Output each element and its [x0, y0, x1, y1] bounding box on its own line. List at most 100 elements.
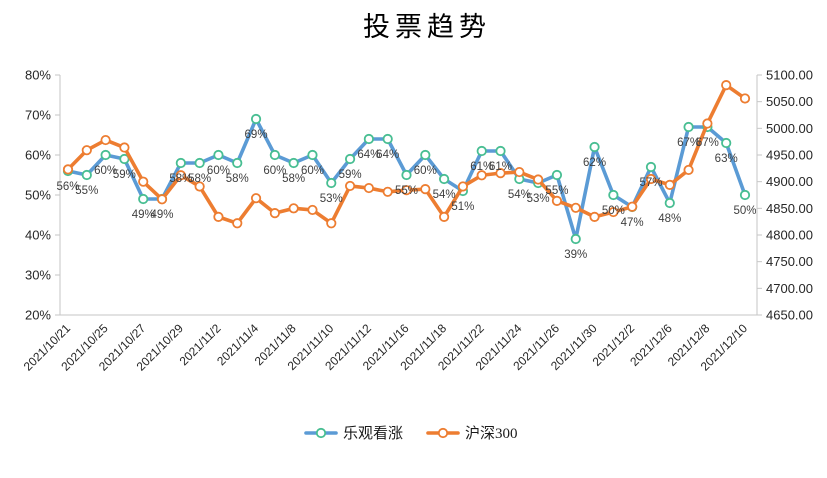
data-point-marker [608, 206, 619, 218]
right-axis-tick-label: 4750.00 [766, 254, 813, 269]
data-point-label: 55% [545, 185, 568, 197]
data-point-marker [382, 133, 393, 145]
data-point-marker [363, 182, 374, 194]
data-point-marker [401, 169, 412, 181]
data-point-marker [420, 149, 431, 161]
data-point-label: 67% [677, 137, 700, 149]
data-point-label: 64% [357, 149, 380, 161]
data-point-marker [533, 174, 544, 185]
data-point-marker [138, 176, 149, 187]
data-point-marker [721, 80, 732, 91]
right-axis-tick-label: 4950.00 [766, 148, 813, 163]
data-point-label: 60% [94, 165, 117, 177]
legend-label: 沪深300 [465, 425, 518, 442]
data-point-label: 58% [226, 173, 249, 185]
data-point-marker [589, 211, 600, 222]
data-point-label: 50% [602, 205, 625, 217]
data-point-marker [232, 157, 243, 169]
data-point-marker [269, 208, 280, 219]
data-point-marker [81, 145, 92, 156]
data-point-marker [213, 149, 224, 161]
legend-item[interactable]: 沪深300 [426, 425, 518, 442]
series-group [62, 80, 751, 245]
data-point-marker [570, 233, 581, 245]
data-point-marker [119, 142, 130, 153]
data-point-marker [250, 193, 262, 204]
data-point-marker [307, 149, 318, 161]
data-point-label: 47% [621, 217, 644, 229]
data-point-marker [307, 204, 318, 216]
data-point-marker [645, 161, 657, 173]
data-point-marker [439, 173, 450, 185]
data-point-marker [194, 181, 205, 192]
data-point-marker [344, 180, 356, 192]
data-point-label: 54% [508, 189, 531, 201]
right-axis-tick-label: 5050.00 [766, 94, 813, 109]
data-point-marker [288, 157, 299, 169]
right-axis-tick-label: 4800.00 [766, 228, 813, 243]
data-point-marker [551, 195, 563, 206]
data-point-marker [683, 121, 694, 133]
data-point-marker [739, 189, 751, 201]
data-point-marker [382, 186, 393, 197]
data-point-marker [363, 133, 374, 145]
data-point-label: 58% [188, 173, 211, 185]
data-point-label: 64% [376, 149, 399, 161]
data-point-marker [589, 141, 600, 153]
data-point-label: 49% [151, 209, 174, 221]
data-point-label: 60% [414, 165, 437, 177]
data-point-label: 53% [527, 193, 550, 205]
data-labels-group: 56%55%60%59%49%49%58%58%60%58%69%60%58%6… [56, 129, 756, 261]
data-point-label: 62% [583, 157, 606, 169]
data-point-marker [664, 197, 675, 209]
data-point-marker [739, 93, 751, 104]
right-axis-tick-label: 5100.00 [766, 68, 813, 83]
data-point-marker [119, 153, 130, 165]
data-point-marker [213, 211, 224, 222]
data-point-label: 61% [470, 161, 493, 173]
right-axis-tick-label: 5000.00 [766, 121, 813, 136]
data-point-marker [81, 169, 92, 181]
data-point-marker [100, 149, 111, 161]
data-point-label: 48% [658, 213, 681, 225]
data-point-label: 60% [263, 165, 286, 177]
data-point-label: 59% [113, 169, 136, 181]
legend-label: 乐观看涨 [343, 425, 403, 442]
data-point-label: 59% [339, 169, 362, 181]
legend-group: 乐观看涨 沪深300 [304, 425, 518, 442]
data-point-marker [326, 218, 337, 229]
data-point-marker [250, 113, 262, 125]
left-axis-tick-label: 60% [25, 148, 51, 163]
data-point-marker [664, 179, 675, 190]
data-point-marker [476, 170, 487, 181]
data-point-marker [156, 194, 168, 205]
data-point-marker [232, 218, 243, 229]
data-point-marker [495, 145, 506, 157]
data-point-label: 58% [282, 173, 305, 185]
right-axis-tick-label: 4850.00 [766, 201, 813, 216]
data-point-marker [721, 137, 732, 149]
data-point-label: 67% [696, 137, 719, 149]
data-point-marker [100, 134, 111, 146]
data-point-marker [627, 201, 638, 212]
left-axis-tick-label: 30% [25, 268, 51, 283]
left-axis-tick-label: 40% [25, 228, 51, 243]
legend-item[interactable]: 乐观看涨 [304, 425, 403, 442]
left-axis-tick-label: 80% [25, 68, 51, 83]
data-point-marker [439, 211, 450, 222]
data-point-marker [514, 166, 525, 178]
data-point-label: 53% [320, 193, 343, 205]
left-axis-tick-label: 20% [25, 308, 51, 323]
data-point-marker [401, 185, 412, 196]
data-point-marker [138, 193, 149, 205]
data-point-marker [344, 153, 356, 165]
data-point-marker [288, 203, 299, 214]
data-point-marker [326, 177, 337, 189]
right-axis-tick-label: 4650.00 [766, 308, 813, 323]
data-point-label: 60% [301, 165, 324, 177]
data-point-marker [175, 170, 186, 181]
data-point-label: 54% [433, 189, 456, 201]
data-point-label: 69% [245, 129, 268, 141]
data-point-marker [457, 181, 469, 192]
data-point-marker [476, 145, 487, 157]
